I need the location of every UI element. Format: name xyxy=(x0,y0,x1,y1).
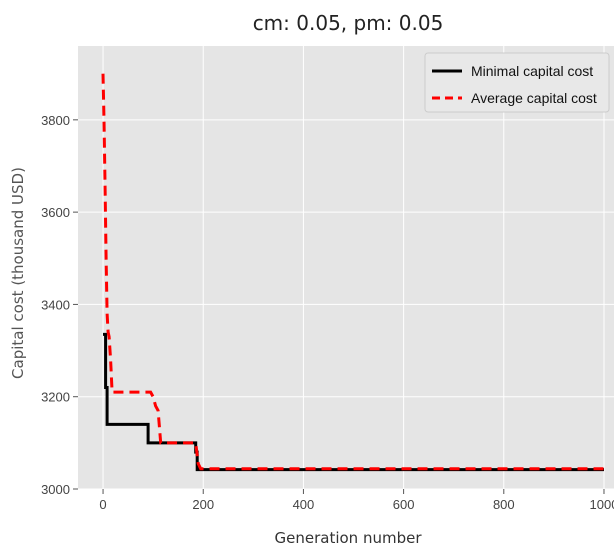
grid-lines xyxy=(78,46,614,490)
legend-box xyxy=(424,52,610,113)
chart-title: cm: 0.05, pm: 0.05 xyxy=(253,11,444,35)
legend-label-minimal: Minimal capital cost xyxy=(471,63,593,79)
x-tick-label: 200 xyxy=(192,497,214,512)
y-tick-label: 3800 xyxy=(41,113,70,128)
tick-marks: 0 200 400 600 800 1000 3000 3200 3400 3600 3800 xyxy=(41,113,614,512)
x-tick-label: 800 xyxy=(493,497,515,512)
x-axis-label: Generation number xyxy=(275,529,423,547)
y-tick-label: 3000 xyxy=(41,482,70,497)
series-lines xyxy=(101,73,604,472)
legend-label-average: Average capital cost xyxy=(471,90,597,106)
series-line-average-capital-cost xyxy=(101,73,604,471)
y-axis-label: Capital cost (thousand USD) xyxy=(9,167,27,379)
x-tick-label: 600 xyxy=(393,497,415,512)
y-tick-label: 3400 xyxy=(41,297,70,312)
y-tick-label: 3200 xyxy=(41,390,70,405)
x-tick-label: 400 xyxy=(293,497,315,512)
x-tick-label: 1000 xyxy=(590,497,614,512)
y-tick-label: 3600 xyxy=(41,205,70,220)
legend: Minimal capital cost Average capital cos… xyxy=(424,52,610,113)
x-tick-label: 0 xyxy=(99,497,106,512)
